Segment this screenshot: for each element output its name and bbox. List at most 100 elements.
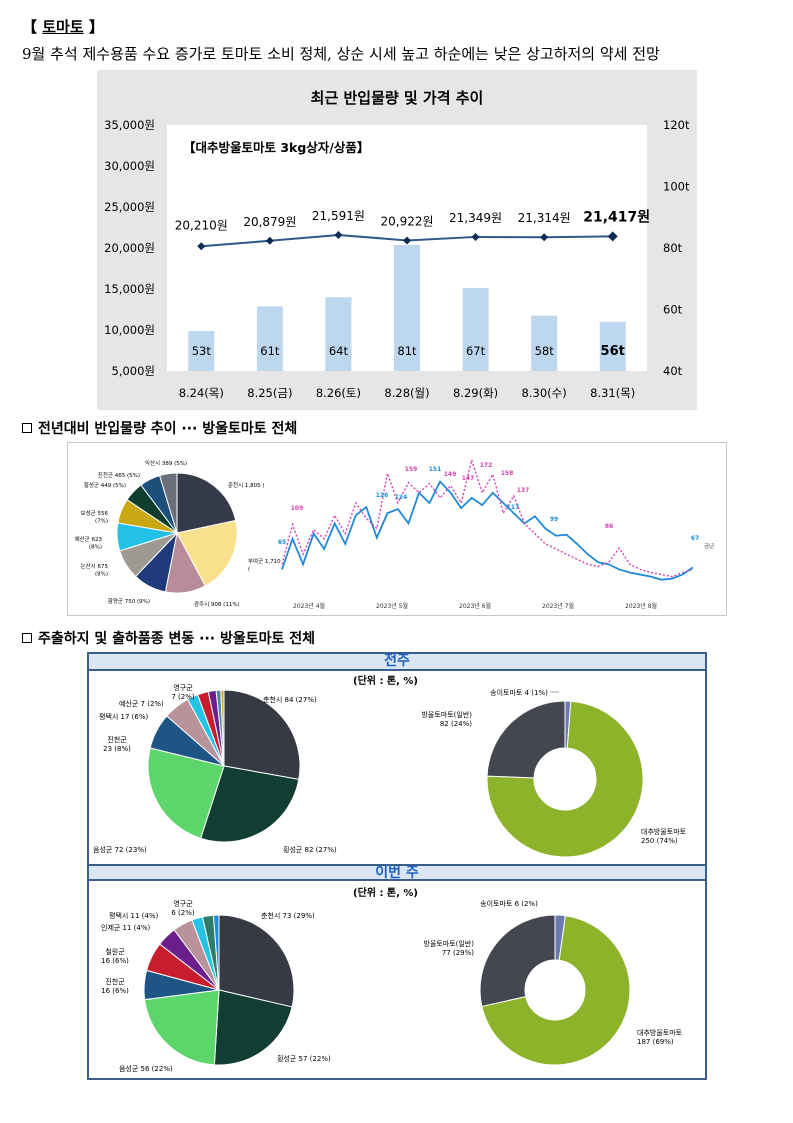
price-point — [403, 236, 411, 245]
x-tick-label: 8.30(수) — [522, 386, 567, 400]
x-tick-label: 8.26(토) — [316, 386, 361, 400]
region-share-label: 보성군 556 — [81, 509, 109, 517]
prev-week-region-label: 7 (2%) — [171, 693, 195, 701]
this-week-variety-label: 방울토마토(일반) — [423, 939, 474, 948]
price-point — [540, 233, 549, 242]
section-volume-trend: 전년대비 반입물량 추이 ··· 방울토마토 전체 — [22, 418, 297, 438]
price-point — [607, 231, 618, 242]
price-point — [334, 230, 343, 239]
trend-point-label: 158 — [501, 470, 514, 477]
prev-week-variety-label: 송이토마토 4 (1%) — [490, 688, 548, 697]
y-left-tick: 15,000원 — [104, 282, 155, 296]
x-tick-label: 8.24(목) — [179, 386, 224, 400]
this-week-variety-slice — [481, 915, 631, 1066]
trend-point-label: 137 — [517, 487, 530, 494]
this-week-region-label: 철원군 — [105, 947, 125, 956]
prev-week-unit: (단위 : 톤, %) — [353, 676, 419, 687]
price-label: 21,417원 — [583, 209, 650, 225]
prev-week-variety-slice — [486, 700, 644, 858]
region-share-label: 횡성군 449 (5%) — [84, 481, 126, 489]
volume-trend-svg: 춘천시 1,805 (부여군 1,710 (광주시 908 (11%) 함양군 75… — [75, 457, 714, 610]
this-week-region-label: 춘천시 73 (29%) — [261, 911, 315, 920]
prev-week-region-label: 23 (8%) — [103, 745, 131, 753]
volume-bar — [599, 321, 626, 371]
this-week-region-slice — [212, 914, 220, 991]
volume-bar — [325, 297, 352, 371]
y-left-tick: 35,000원 — [104, 118, 155, 132]
region-share-label: (7%) — [95, 519, 108, 525]
this-week-region-label: 6 (2%) — [171, 909, 195, 917]
price-label: 21,349원 — [449, 211, 502, 225]
price-volume-chart: 최근 반입물량 및 가격 추이 【대추방울토마토 3kg상자/상품】 5,000원 1… — [97, 70, 697, 410]
region-share-label: 익산시 389 (5%) — [145, 459, 187, 467]
trend-point-label: 149 — [444, 471, 457, 478]
checkbox-icon — [22, 633, 32, 643]
prev-week-region-label: 평택시 17 (6%) — [99, 712, 149, 721]
this-week-region-label: 진천군 — [105, 977, 125, 986]
region-share-label: 춘천시 1,805 ( — [228, 481, 265, 489]
y-left-tick: 30,000원 — [104, 159, 155, 173]
volume-bar-label: 81t — [397, 344, 417, 358]
y-right-tick: 120t — [663, 118, 690, 132]
trend-point-label: 151 — [429, 466, 442, 473]
chart-subtitle: 【대추방울토마토 3kg상자/상품】 — [183, 140, 369, 155]
prev-week-band: 전주 — [89, 654, 705, 671]
trend-x-label: 2023년 7월 — [542, 602, 574, 610]
price-point — [265, 236, 274, 245]
volume-bar — [462, 287, 489, 371]
price-label: 20,879원 — [243, 215, 296, 229]
header-bracket-close: 】 — [88, 18, 104, 36]
trend-point-label: 117 — [507, 504, 520, 511]
prev-week-region-label: 예산군 7 (2%) — [119, 699, 164, 708]
header-title: 토마토 — [42, 18, 84, 36]
x-tick-label: 8.25(금) — [247, 386, 292, 400]
region-share-label: (8%) — [95, 572, 108, 578]
volume-bar-label: 53t — [192, 344, 212, 358]
prev-week-variety-label: 대추방울토마토 — [641, 827, 687, 836]
trend-point-label: 172 — [480, 462, 493, 469]
prev-week-region-label: 횡성군 82 (27%) — [283, 845, 337, 854]
region-share-label: 진천군 465 (5%) — [98, 471, 140, 479]
section-region-variety: 주출하지 및 출하품종 변동 ··· 방울토마토 전체 — [22, 628, 315, 648]
region-share-slice — [176, 519, 238, 587]
y-left-tick: 5,000원 — [111, 364, 155, 378]
this-week-variety-slice — [479, 914, 556, 1008]
header-bracket-open: 【 — [22, 18, 38, 36]
price-point — [197, 242, 206, 251]
trend-point-label: 159 — [405, 466, 418, 473]
volume-bar-label: 58t — [535, 344, 555, 358]
section-region-variety-title: 주출하지 및 출하품종 변동 ··· 방울토마토 전체 — [38, 631, 316, 647]
prev-week-variety-label: 방울토마토(일반) — [421, 710, 472, 719]
this-week-region-label: 인제군 11 (4%) — [101, 923, 151, 932]
section-volume-trend-title: 전년대비 반입물량 추이 ··· 방울토마토 전체 — [38, 421, 298, 437]
section-header: 【 토마토 】 — [22, 16, 104, 37]
price-label: 20,922원 — [380, 214, 433, 228]
trend-point-label: 86 — [605, 523, 613, 530]
price-label: 21,591원 — [312, 209, 365, 223]
prev-week-region-slice — [200, 765, 300, 843]
y-left-tick: 10,000원 — [104, 323, 155, 337]
y-right-tick: 100t — [663, 180, 690, 194]
this-week-variety-label: 77 (29%) — [442, 949, 474, 957]
this-week-variety-label: 대추방울토마토 — [637, 1028, 683, 1037]
this-week-region-slice — [144, 989, 220, 1066]
volume-bar — [531, 315, 558, 371]
this-week-region-slice — [213, 989, 293, 1066]
this-week-region-slice — [218, 914, 295, 1008]
prev-week-region-slice — [223, 689, 301, 780]
this-week-region-label: 횡성군 57 (22%) — [277, 1054, 331, 1063]
volume-bar — [394, 244, 420, 371]
prev-week-variety-label: 250 (74%) — [641, 837, 678, 845]
y-left-tick: 20,000원 — [104, 241, 155, 255]
chart-title: 최근 반입물량 및 가격 추이 — [311, 89, 484, 107]
region-share-label: ( — [248, 567, 250, 573]
this-week-band: 이번 주 — [89, 864, 705, 881]
region-share-label: 부여군 1,710 — [248, 557, 281, 565]
this-week-region-label: 영구군 — [173, 899, 193, 908]
price-label: 21,314원 — [518, 211, 571, 225]
region-share-slice — [159, 472, 178, 534]
volume-bar-label: 61t — [260, 344, 280, 358]
volume-bar-label: 64t — [329, 344, 349, 358]
prev-week-region-label: 영구군 — [173, 683, 193, 692]
region-share-label: 광주시 908 (11%) — [194, 601, 240, 608]
